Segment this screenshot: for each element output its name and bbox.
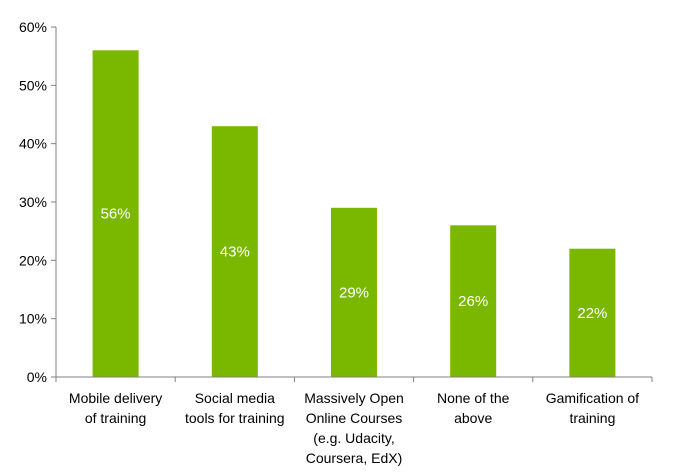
category-label-line: Gamification of xyxy=(546,390,639,406)
y-tick-label-0: 0% xyxy=(27,369,47,385)
bar-2 xyxy=(331,207,377,377)
category-label-line: tools for training xyxy=(185,410,285,426)
category-label-1: Social media tools for training xyxy=(185,390,285,426)
category-label-3: None of the above xyxy=(437,390,510,426)
bars-layer xyxy=(92,50,616,378)
data-label-1: 43% xyxy=(220,244,250,261)
category-label-line: Mobile delivery xyxy=(69,390,162,406)
category-label-line: of training xyxy=(85,410,146,426)
data-label-3: 26% xyxy=(458,293,488,310)
category-label-line: Coursera, EdX) xyxy=(306,450,402,466)
category-label-line: Social media xyxy=(195,390,275,406)
y-tick-label-3: 30% xyxy=(19,194,47,210)
y-tick-label-2: 20% xyxy=(19,252,47,268)
category-label-line: Online Courses xyxy=(306,410,403,426)
category-label-line: Massively Open xyxy=(304,390,404,406)
category-label-line: above xyxy=(454,410,492,426)
y-tick-label-1: 10% xyxy=(19,311,47,327)
data-label-4: 22% xyxy=(577,305,607,322)
labels-layer: 56% 43% 29% 26% 22% Mobile delivery of trainin… xyxy=(69,206,639,466)
axis-layer: 0% 10% 20% 30% 40% 50% 60% xyxy=(19,19,653,385)
category-label-line: None of the xyxy=(437,390,510,406)
y-tick-label-6: 60% xyxy=(19,19,47,35)
data-label-0: 56% xyxy=(101,206,131,223)
bar-1 xyxy=(211,126,258,377)
data-label-2: 29% xyxy=(339,284,369,301)
bar-4 xyxy=(569,248,616,377)
category-label-2: Massively Open Online Courses (e.g. Udacit… xyxy=(304,390,404,466)
category-label-line: (e.g. Udacity, xyxy=(313,430,394,446)
category-label-0: Mobile delivery of training xyxy=(69,390,162,426)
category-label-4: Gamification of training xyxy=(546,390,639,426)
y-tick-label-5: 50% xyxy=(19,77,47,93)
y-tick-label-4: 40% xyxy=(19,136,47,152)
bar-0 xyxy=(92,50,139,378)
category-label-line: training xyxy=(569,410,615,426)
bar-3 xyxy=(450,225,497,377)
